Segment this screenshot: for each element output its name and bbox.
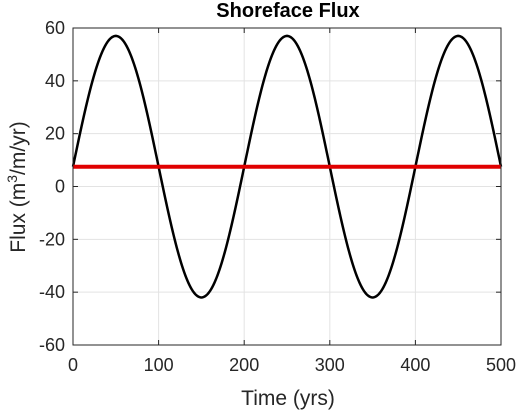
y-tick-label: 40 [45, 71, 65, 91]
x-tick-label: 300 [315, 355, 345, 375]
y-axis-label-prefix: Flux (m [7, 183, 30, 253]
y-tick-label: 20 [45, 124, 65, 144]
tick-labels: 0 100 200 300 400 500 -60 -40 -20 0 20 40 60 [39, 18, 516, 375]
y-axis-label: Flux (m3/m/yr) [4, 121, 30, 252]
x-tick-label: 0 [68, 355, 78, 375]
x-tick-label: 400 [400, 355, 430, 375]
series-group [71, 34, 503, 299]
x-tick-label: 500 [486, 355, 516, 375]
chart-title: Shoreface Flux [216, 0, 359, 22]
x-tick-label: 200 [229, 355, 259, 375]
grid-lines [72, 27, 502, 346]
y-tick-label: 0 [55, 177, 65, 197]
flux-oscillation-line [71, 34, 503, 299]
x-axis-label: Time (yrs) [241, 387, 335, 410]
x-tick-label: 100 [144, 355, 174, 375]
y-tick-label: -20 [39, 229, 65, 249]
y-tick-label: 60 [45, 18, 65, 38]
y-tick-label: -40 [39, 282, 65, 302]
y-axis-label-suffix: /m/yr) [7, 121, 30, 175]
y-tick-label: -60 [39, 335, 65, 355]
y-axis-label-superscript: 3 [4, 175, 20, 183]
